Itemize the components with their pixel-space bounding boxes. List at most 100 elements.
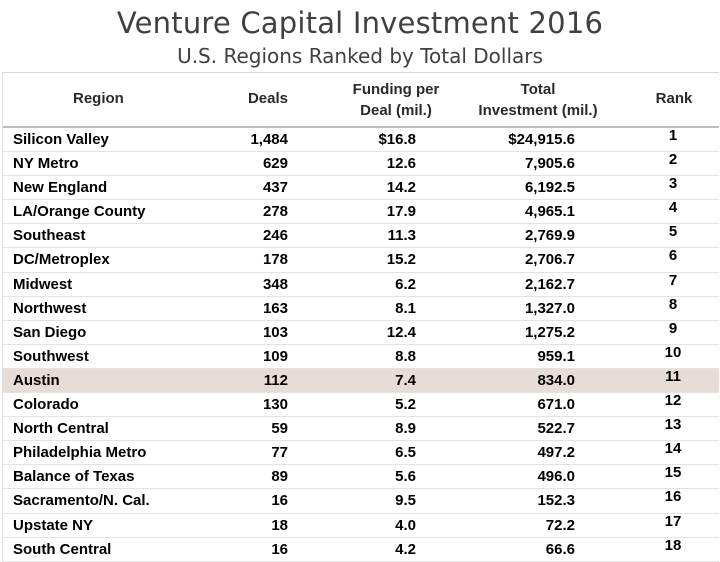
cell-region: Balance of Texas [13, 468, 135, 486]
cell-deals: 278 [262, 203, 288, 221]
table-row: Colorado 130 5.2 671.0 12 [3, 392, 719, 418]
cell-deals: 89 [271, 468, 288, 486]
cell-region: LA/Orange County [13, 203, 146, 221]
cell-funding: 12.4 [386, 323, 416, 341]
cell-rank: 17 [664, 512, 682, 530]
cell-total: 72.2 [545, 516, 575, 534]
cell-deals: 109 [262, 347, 288, 365]
cell-deals: 1,484 [250, 131, 288, 148]
cell-funding: 9.5 [395, 492, 416, 510]
cell-rank: 16 [664, 488, 682, 506]
cell-region: Sacramento/N. Cal. [13, 492, 150, 510]
cell-total: 1,327.0 [524, 299, 575, 317]
header-total-line1: Total [520, 81, 556, 98]
cell-deals: 629 [262, 155, 288, 173]
table-row: Austin 112 7.4 834.0 11 [3, 368, 719, 394]
cell-region: Southeast [13, 227, 86, 245]
cell-region: New England [13, 179, 108, 197]
cell-rank: 8 [668, 295, 678, 313]
cell-total: 66.6 [545, 540, 575, 558]
header-funding-line1: Funding per [352, 81, 440, 98]
table-row: DC/Metroplex 178 15.2 2,706.7 6 [3, 247, 719, 273]
cell-region: Colorado [13, 396, 79, 414]
cell-funding: 5.2 [395, 396, 416, 414]
cell-total: $24,915.6 [508, 131, 575, 148]
table-row: New England 437 14.2 6,192.5 3 [3, 175, 719, 201]
cell-funding: 8.9 [395, 420, 416, 438]
table-row: South Central 16 4.2 66.6 18 [3, 537, 719, 562]
chart-title: Venture Capital Investment 2016 [116, 6, 604, 40]
cell-total: 497.2 [537, 444, 575, 462]
table-row: San Diego 103 12.4 1,275.2 9 [3, 320, 719, 345]
cell-funding: 11.3 [387, 227, 416, 245]
cell-rank: 15 [664, 464, 682, 482]
cell-region: San Diego [13, 323, 87, 341]
cell-total: 671.0 [537, 396, 575, 414]
cell-region: North Central [13, 420, 109, 438]
cell-funding: 14.2 [386, 179, 416, 197]
cell-deals: 77 [271, 444, 288, 462]
cell-funding: 15.2 [386, 251, 416, 269]
cell-rank: 1 [668, 127, 678, 144]
cell-region: Northwest [13, 299, 87, 317]
cell-rank: 4 [668, 199, 678, 217]
cell-region: DC/Metroplex [13, 251, 110, 269]
cell-region: NY Metro [13, 155, 79, 173]
table-row: Balance of Texas 89 5.6 496.0 15 [3, 464, 719, 490]
cell-total: 152.3 [537, 492, 575, 510]
cell-rank: 10 [664, 343, 682, 361]
cell-deals: 112 [263, 371, 288, 389]
cell-funding: 8.1 [395, 299, 416, 317]
data-table: Region Deals Funding per Deal (mil.) Tot… [2, 72, 719, 562]
cell-funding: 5.6 [395, 468, 416, 486]
cell-total: 834.0 [537, 371, 575, 389]
cell-total: 496.0 [537, 468, 575, 486]
cell-region: Silicon Valley [13, 131, 109, 148]
header-deals: Deals [247, 90, 288, 107]
cell-funding: 4.2 [395, 540, 416, 558]
cell-funding: 7.4 [395, 371, 416, 389]
cell-deals: 246 [262, 227, 288, 245]
cell-funding: 6.5 [395, 444, 416, 462]
table-row: Upstate NY 18 4.0 72.2 17 [3, 513, 719, 538]
cell-funding: 6.2 [395, 275, 416, 293]
cell-total: 1,275.2 [524, 323, 575, 341]
cell-rank: 9 [668, 319, 678, 337]
header-region: Region [73, 90, 124, 107]
table-row: Silicon Valley 1,484 $16.8 $24,915.6 1 [3, 127, 719, 153]
cell-funding: $16.8 [378, 131, 416, 148]
header-rank: Rank [655, 90, 693, 107]
cell-rank: 11 [665, 367, 681, 385]
chart-subtitle: U.S. Regions Ranked by Total Dollars [177, 44, 543, 68]
cell-rank: 2 [668, 151, 678, 169]
cell-region: Austin [13, 371, 60, 389]
header-funding-line2: Deal (mil.) [360, 102, 432, 119]
cell-rank: 14 [664, 440, 682, 458]
table-row: Northwest 163 8.1 1,327.0 8 [3, 296, 719, 321]
cell-region: Southwest [13, 347, 89, 365]
cell-total: 6,192.5 [524, 179, 575, 197]
cell-deals: 103 [262, 323, 288, 341]
cell-total: 2,162.7 [524, 275, 575, 293]
cell-rank: 6 [668, 247, 678, 265]
cell-rank: 18 [664, 536, 682, 554]
table-row: NY Metro 629 12.6 7,905.6 2 [3, 151, 719, 177]
cell-deals: 437 [262, 179, 288, 197]
cell-total: 959.1 [537, 347, 575, 365]
cell-region: South Central [13, 540, 112, 558]
cell-region: Philadelphia Metro [13, 444, 147, 462]
table-row: Southeast 246 11.3 2,769.9 5 [3, 223, 719, 249]
cell-deals: 348 [262, 275, 288, 293]
table-row: Midwest 348 6.2 2,162.7 7 [3, 272, 719, 297]
cell-total: 2,769.9 [524, 227, 575, 245]
cell-deals: 178 [262, 251, 288, 269]
cell-rank: 3 [668, 175, 678, 193]
cell-funding: 4.0 [395, 516, 416, 534]
cell-funding: 8.8 [395, 347, 416, 365]
cell-total: 2,706.7 [524, 251, 575, 269]
cell-funding: 12.6 [386, 155, 416, 173]
cell-total: 4,965.1 [524, 203, 575, 221]
cell-deals: 163 [262, 299, 288, 317]
cell-region: Midwest [13, 275, 73, 293]
table-body: Silicon Valley 1,484 $16.8 $24,915.6 1 NY Met… [3, 127, 719, 562]
